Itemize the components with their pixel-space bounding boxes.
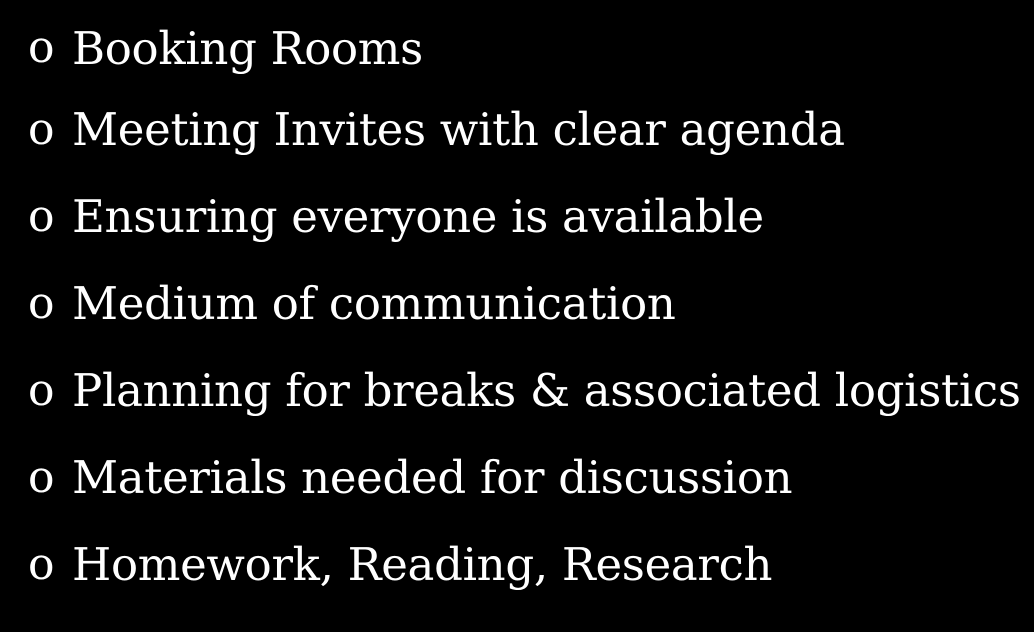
list-item-text: Materials needed for discussion bbox=[72, 451, 793, 504]
bullet-marker: o bbox=[28, 538, 55, 590]
bullet-marker: o bbox=[28, 277, 55, 329]
list-item-text: Planning for breaks & associated logisti… bbox=[72, 364, 1021, 417]
bullet-marker: o bbox=[28, 22, 55, 73]
list-item: o Ensuring everyone is available bbox=[28, 173, 1028, 260]
list-item: o Meeting Invites with clear agenda bbox=[28, 86, 1028, 173]
list-item-text: Meeting Invites with clear agenda bbox=[72, 103, 845, 156]
bullet-marker: o bbox=[28, 364, 55, 416]
list-item: o Planning for breaks & associated logis… bbox=[28, 347, 1028, 434]
bullet-marker: o bbox=[28, 190, 55, 242]
list-item-text: Medium of communication bbox=[72, 277, 676, 330]
list-item-text: Ensuring everyone is available bbox=[72, 190, 764, 243]
list-item-text: Homework, Reading, Research bbox=[72, 538, 773, 591]
bullet-marker: o bbox=[28, 451, 55, 503]
list-item: o Medium of communication bbox=[28, 260, 1028, 347]
list-item: o Booking Rooms bbox=[28, 10, 1028, 86]
list-item: o Homework, Reading, Research bbox=[28, 521, 1028, 608]
list-item-text: Booking Rooms bbox=[72, 21, 423, 75]
bullet-list: o Booking Rooms o Meeting Invites with c… bbox=[28, 10, 1028, 608]
bullet-marker: o bbox=[28, 103, 55, 155]
list-item: o Materials needed for discussion bbox=[28, 434, 1028, 521]
